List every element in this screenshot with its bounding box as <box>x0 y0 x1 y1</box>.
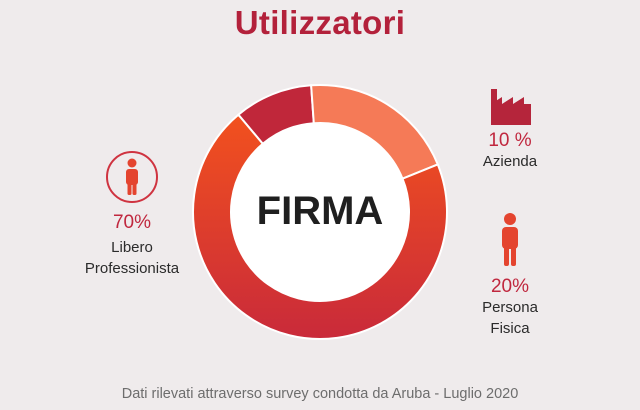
libero-label-line1: Libero <box>111 239 153 256</box>
persona-label-line2: Fisica <box>490 320 530 337</box>
azienda-percent: 10 % <box>488 130 532 151</box>
page-title: Utilizzatori <box>234 4 406 41</box>
source-note: Dati rilevati attraverso survey condotta… <box>121 386 519 402</box>
persona-label: Persona Fisica <box>455 297 565 339</box>
center-label: FIRMA <box>257 189 384 233</box>
person-icon <box>502 213 518 266</box>
libero-label: Libero Professionista <box>62 237 202 279</box>
person-circle-icon <box>106 151 158 203</box>
libero-label-line2: Professionista <box>84 260 180 277</box>
persona-label-line1: Persona <box>482 299 538 316</box>
donut-hole <box>231 123 409 301</box>
factory-icon <box>491 89 531 125</box>
azienda-label: Azienda <box>482 153 538 170</box>
libero-percent: 70% <box>112 212 152 233</box>
persona-percent: 20% <box>490 276 530 297</box>
